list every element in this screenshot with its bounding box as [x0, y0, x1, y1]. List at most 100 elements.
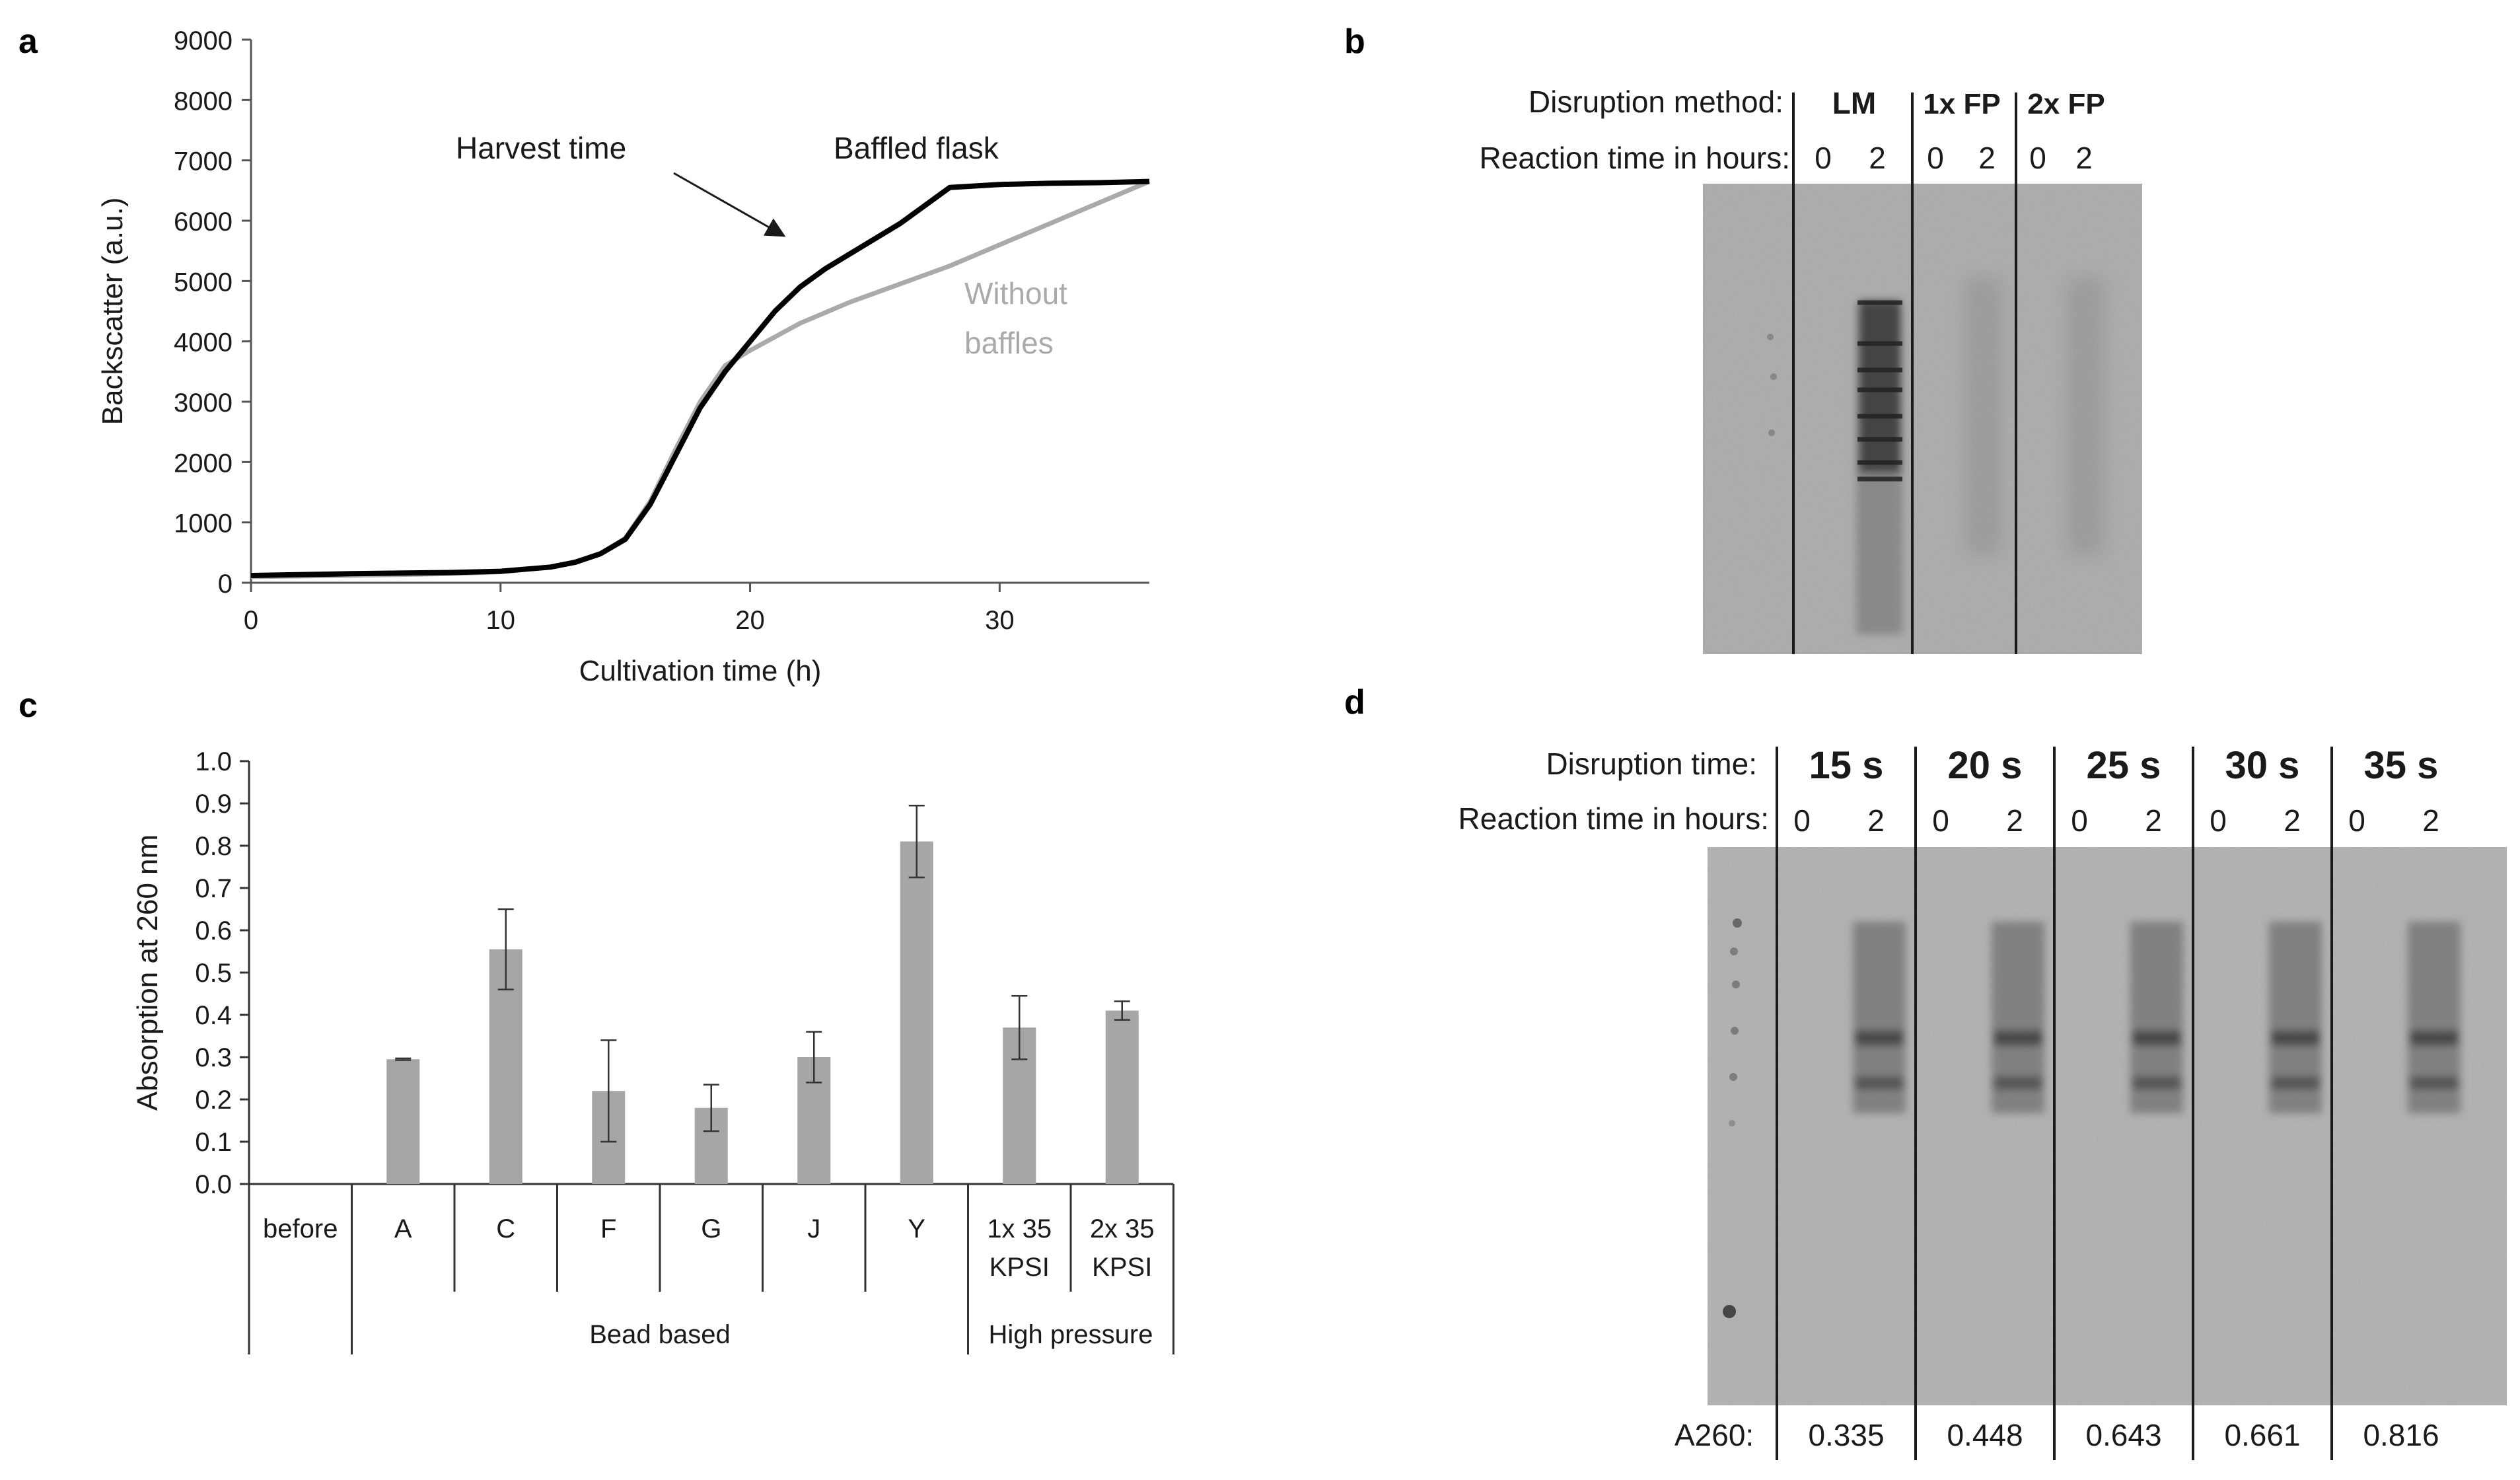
y-tick-label: 8000 [174, 87, 233, 116]
harvest-time-arrow [673, 172, 786, 237]
y-tick-label: 1000 [174, 509, 233, 538]
gel-d-smear [2130, 922, 2183, 1113]
smear-band [2133, 1031, 2180, 1045]
group-label: High pressure [988, 1320, 1153, 1349]
gel-b-image [1703, 92, 2142, 654]
y-tick-label: 0.8 [195, 832, 232, 861]
y-tick-label: 4000 [174, 328, 233, 357]
gel-d-time-0: 0 [1932, 803, 1949, 838]
line-chart-y-axis-label: Backscatter (a.u.) [96, 198, 129, 426]
y-tick-label: 9000 [174, 26, 233, 56]
bar-y [900, 841, 933, 1184]
category-label: 2x 35 [1090, 1214, 1155, 1243]
gel-b-method-2xfp: 2x FP [2027, 88, 2105, 120]
category-label: F [600, 1214, 616, 1243]
y-tick-label: 0.6 [195, 916, 232, 945]
panel-a-line-chart: 0 1000 2000 3000 4000 5000 6000 7000 8000 9000 0 10… [96, 26, 1151, 687]
gel-b-time-lm-0: 0 [1815, 141, 1832, 175]
gel-b-time-1xfp-0: 0 [1927, 141, 1944, 175]
gel-b-time-2xfp-0: 0 [2029, 141, 2046, 175]
panel-label-b: b [1344, 22, 1365, 61]
gel-d-smear [1853, 922, 1906, 1113]
gel-d-time-2: 2 [2422, 803, 2439, 838]
gel-d-disruption-label: Disruption time: [1546, 747, 1757, 781]
gel-b-method-lm: LM [1832, 86, 1876, 120]
smear-band [1994, 1077, 2042, 1089]
gel-d-dividers [1776, 747, 2333, 1460]
category-label: KPSI [1092, 1253, 1152, 1282]
gel-d-smears [1853, 922, 2461, 1113]
category-label: before [263, 1214, 338, 1243]
y-tick-label: 7000 [174, 147, 233, 176]
group-label: Bead based [589, 1320, 731, 1349]
y-tick-label: 2000 [174, 449, 233, 478]
gel-d-smear [1992, 922, 2044, 1113]
series-line-without-baffles [250, 179, 1151, 579]
gel-b-lm-bands [1857, 300, 1902, 482]
x-tick-label: 20 [735, 606, 765, 635]
smear-band [1994, 1031, 2042, 1045]
gel-d-headers: 15 s 0 2 20 s 0 2 25 s 0 2 30 s 0 2 35 s 0 2 [1793, 744, 2439, 838]
gel-b-method-label: Disruption method: [1529, 85, 1783, 119]
gel-d-a260-value: 0.335 [1808, 1418, 1884, 1452]
gel-b-reaction-label: Reaction time in hours: [1480, 141, 1790, 175]
gel-d-time-2: 2 [2006, 803, 2023, 838]
smear-band [2133, 1077, 2180, 1089]
smear-band [1855, 1031, 1903, 1045]
y-tick-label: 0 [218, 570, 233, 599]
x-tick-label: 0 [244, 606, 258, 635]
x-tick-label: 30 [985, 606, 1015, 635]
annotation-without-baffles-line2: baffles [964, 326, 1054, 360]
line-chart-series [250, 178, 1151, 579]
line-chart-axes [250, 40, 1149, 584]
line-chart-ticks: 0 1000 2000 3000 4000 5000 6000 7000 8000 9000 0 10… [174, 26, 1015, 635]
gel-d-a260-label: A260: [1674, 1418, 1754, 1452]
bar-chart-y-axis-label: Absorption at 260 nm [131, 834, 164, 1111]
category-label: C [496, 1214, 515, 1243]
smear-band [2272, 1031, 2319, 1045]
gel-d-disruption-time: 25 s [2087, 744, 2161, 787]
smear-band [2410, 1031, 2458, 1045]
bar-chart-bars [386, 804, 1139, 1184]
x-tick-label: 10 [486, 606, 516, 635]
bar-chart-category-labels: before A C F G J Y 1x 35 KPSI 2x 35 KPSI Bead based… [263, 1184, 1174, 1354]
line-chart-x-axis-label: Cultivation time (h) [579, 655, 822, 687]
panel-c-bar-chart: 0.0 0.1 0.2 0.3 0.4 0.5 0.6 0.7 0.8 0.9 1.0 before… [131, 747, 1174, 1354]
gel-d-a260-value: 0.661 [2224, 1418, 2300, 1452]
gel-b-time-lm-2: 2 [1869, 141, 1886, 175]
gel-b-method-1xfp: 1x FP [1923, 88, 2000, 120]
gel-d-time-2: 2 [1867, 803, 1885, 838]
gel-d-time-0: 0 [2210, 803, 2227, 838]
gel-d-disruption-time: 15 s [1809, 744, 1884, 787]
panel-label-a: a [18, 22, 38, 61]
y-tick-label: 0.2 [195, 1086, 232, 1115]
gel-d-disruption-time: 30 s [2225, 744, 2300, 787]
gel-d-a260-value: 0.643 [2085, 1418, 2161, 1452]
gel-d-smear [2269, 922, 2322, 1113]
smear-band [2410, 1077, 2458, 1089]
gel-d-time-0: 0 [2348, 803, 2365, 838]
bar-2x-35-kpsi [1105, 1010, 1139, 1184]
gel-d-time-0: 0 [1793, 803, 1811, 838]
annotation-baffled-flask: Baffled flask [834, 131, 999, 165]
smear-band [1855, 1077, 1903, 1089]
panel-label-c: c [18, 686, 38, 725]
gel-d-time-2: 2 [2284, 803, 2301, 838]
y-tick-label: 1.0 [195, 747, 232, 776]
gel-d-image [1708, 847, 2507, 1405]
annotation-harvest-time: Harvest time [456, 131, 626, 165]
gel-d-disruption-time: 20 s [1948, 744, 2023, 787]
bar-chart-ticks: 0.0 0.1 0.2 0.3 0.4 0.5 0.6 0.7 0.8 0.9 1.0 [195, 747, 249, 1199]
gel-b-time-1xfp-2: 2 [1978, 141, 1996, 175]
annotation-without-baffles-line1: Without [964, 276, 1067, 311]
gel-d-disruption-time: 35 s [2364, 744, 2439, 787]
y-tick-label: 0.9 [195, 790, 232, 819]
y-tick-label: 0.0 [195, 1170, 232, 1199]
gel-d-a260-value: 0.448 [1947, 1418, 2023, 1452]
panel-label-d: d [1344, 683, 1365, 722]
gel-b-time-2xfp-2: 2 [2075, 141, 2093, 175]
y-tick-label: 0.3 [195, 1043, 232, 1072]
y-tick-label: 5000 [174, 268, 233, 297]
category-label: 1x 35 [987, 1214, 1052, 1243]
